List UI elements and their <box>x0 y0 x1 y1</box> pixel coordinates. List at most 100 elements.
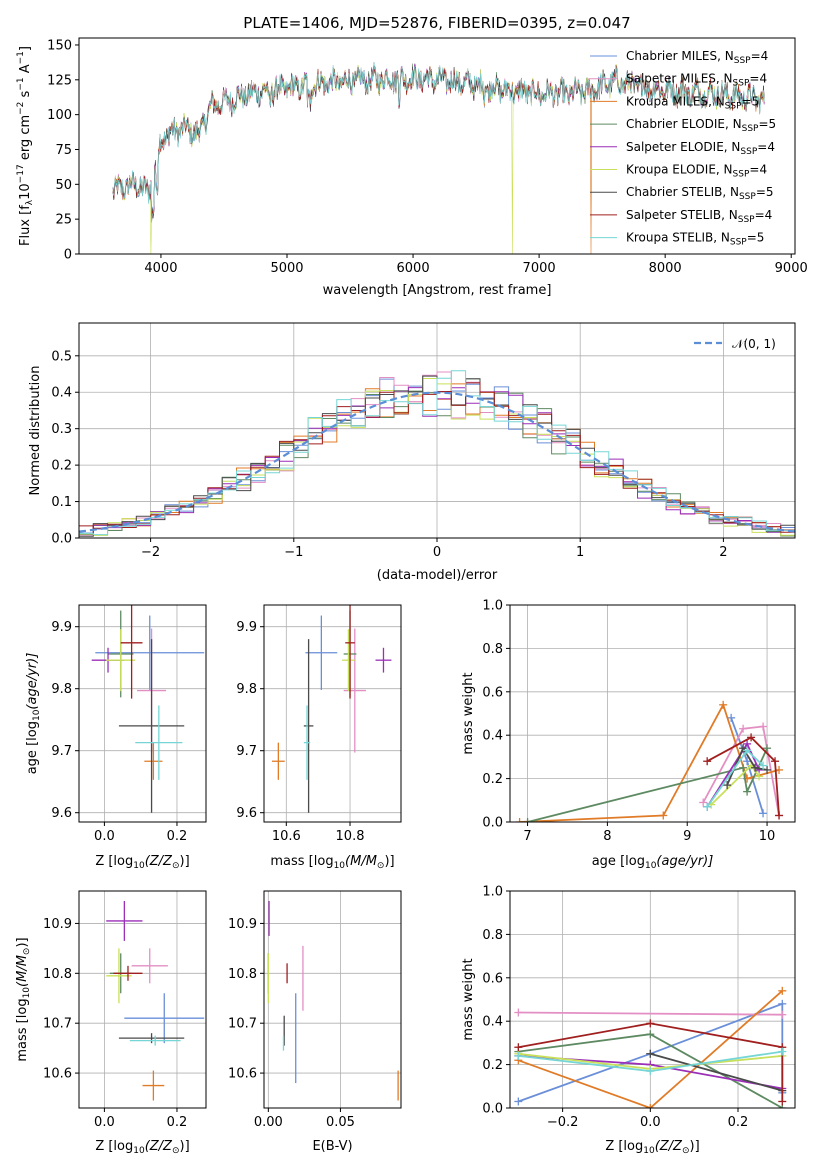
legend-entry-chabrier-elodie: Chabrier ELODIE, NSSP=5 <box>626 117 776 134</box>
spectrum-ytick-label: 150 <box>47 38 72 53</box>
spectrum-x-axis-label: wavelength [Angstrom, rest frame] <box>323 283 552 298</box>
mass-age-grid <box>264 605 401 822</box>
mass-age-frame <box>263 604 402 823</box>
residuals-xtick-label: −2 <box>141 545 160 560</box>
z-mass-grid <box>79 891 206 1108</box>
weights-z-series-salpeter-miles <box>514 1008 787 1019</box>
z-age-point-kroupa-stelib <box>135 705 183 780</box>
weights-z-panel: −0.2 0.0 0.2 0.0 0.2 0.4 0.6 0.8 1.0 Z [log10(Z/Z… <box>461 885 796 1156</box>
spectrum-xtick-label: 4000 <box>144 261 177 276</box>
spectrum-series-kroupa-miles <box>112 63 765 254</box>
weights-z-ytick-label: 0.8 <box>482 928 503 943</box>
weights-z-xtick-label: 0.2 <box>728 1115 749 1130</box>
weights-age-ytick-label: 0.4 <box>482 729 503 744</box>
mass-age-point-chabrier-stelib <box>303 639 314 813</box>
spectrum-xtick-label: 7000 <box>523 261 556 276</box>
residuals-ytick-label: 0.0 <box>51 532 72 547</box>
residuals-ytick-label: 0.3 <box>51 422 72 437</box>
legend-entry-chabrier-miles: Chabrier MILES, NSSP=4 <box>626 49 768 66</box>
weights-age-series-chabrier-elodie <box>523 744 772 822</box>
legend-entry-kroupa-stelib: Kroupa STELIB, NSSP=5 <box>626 231 764 248</box>
residuals-y-axis-label: Normed distribution <box>28 366 43 496</box>
weights-age-ytick-label: 1.0 <box>482 599 503 614</box>
ebv-mass-frame <box>263 890 402 1109</box>
weights-z-grid <box>510 891 795 1108</box>
weights-z-xtick-label: −0.2 <box>547 1115 579 1130</box>
mass-age-xtick-label: 10.6 <box>272 829 301 844</box>
z-age-point-chabrier-stelib <box>118 639 185 813</box>
mass-age-ytick-label: 9.9 <box>236 620 257 635</box>
ebv-mass-ytick-label: 10.8 <box>228 967 257 982</box>
spectrum-xtick-label: 5000 <box>270 261 303 276</box>
weights-age-ytick-label: 0.2 <box>482 772 503 787</box>
z-mass-ytick-label: 10.7 <box>43 1017 72 1032</box>
mass-age-xtick-label: 10.8 <box>336 829 365 844</box>
ebv-mass-x-axis-label: E(B-V) <box>312 1139 352 1154</box>
residuals-xtick-label: −1 <box>284 545 303 560</box>
legend-entry-salpeter-stelib: Salpeter STELIB, NSSP=4 <box>626 208 772 225</box>
weights-age-xtick-label: 9 <box>683 829 691 844</box>
weights-z-ytick-label: 0.4 <box>482 1015 503 1030</box>
z-age-point-chabrier-miles <box>95 615 205 690</box>
weights-age-series-kroupa-stelib <box>703 746 768 811</box>
weights-z-series-chabrier-stelib <box>646 1049 787 1095</box>
weights-z-ytick-label: 0.6 <box>482 971 503 986</box>
residuals-xtick-label: 0 <box>433 545 441 560</box>
z-mass-point-salpeter-elodie <box>106 900 143 941</box>
ebv-mass-ytick-label: 10.9 <box>228 917 257 932</box>
z-age-grid <box>79 605 206 822</box>
spectrum-frame <box>78 37 796 255</box>
spectrum-ytick-label: 125 <box>47 73 72 88</box>
spectrum-xtick-label: 6000 <box>397 261 430 276</box>
residuals-hist-kroupa-stelib <box>79 370 795 538</box>
weights-age-ytick-label: 0.6 <box>482 685 503 700</box>
ebv-mass-ytick-label: 10.7 <box>228 1017 257 1032</box>
z-mass-point-chabrier-miles <box>124 993 205 1044</box>
weights-z-x-axis-label: Z [log10(Z/Z⊙)] <box>605 1139 699 1156</box>
weights-z-ytick-label: 0.0 <box>482 1102 503 1117</box>
mass-age-point-chabrier-miles <box>305 615 338 690</box>
z-age-ytick-label: 9.8 <box>51 682 72 697</box>
ebv-mass-plot-area <box>264 891 401 1108</box>
z-age-xtick-label: 0.2 <box>167 829 188 844</box>
mass-age-point-kroupa-miles <box>271 742 285 780</box>
z-age-point-kroupa-elodie <box>106 629 136 692</box>
residuals-xtick-label: 1 <box>576 545 584 560</box>
legend-entry-kroupa-miles: Kroupa MILES, NSSP=5 <box>626 94 759 111</box>
residuals-ytick-label: 0.2 <box>51 459 72 474</box>
mass-age-x-axis-label: mass [log10(M/M⊙)] <box>270 854 394 871</box>
residuals-ytick-label: 0.4 <box>51 386 72 401</box>
weights-age-frame <box>509 604 796 823</box>
spectrum-xtick-label: 9000 <box>775 261 808 276</box>
z-mass-point-kroupa-miles <box>142 1070 165 1101</box>
residuals-ytick-label: 0.5 <box>51 349 72 364</box>
figure-title: PLATE=1406, MJD=52876, FIBERID=0395, z=0… <box>243 14 630 32</box>
spectrum-ytick-label: 100 <box>47 108 72 123</box>
normal-curve <box>79 391 795 533</box>
z-age-point-salpeter-stelib <box>120 605 143 699</box>
z-age-plot-area <box>79 605 206 822</box>
spectrum-series-kroupa-elodie <box>112 64 765 254</box>
weights-age-panel: 7 8 9 10 0.0 0.2 0.4 0.6 0.8 1.0 age [log10(age/yr… <box>461 599 796 871</box>
legend-entry-salpeter-miles: Salpeter MILES, NSSP=4 <box>626 72 767 89</box>
normal-legend-label: 𝒩(0, 1) <box>732 337 776 351</box>
mass-age-point-kroupa-elodie <box>342 629 355 692</box>
weights-z-frame <box>509 890 796 1109</box>
z-age-ytick-label: 9.7 <box>51 744 72 759</box>
z-mass-x-axis-label: Z [log10(Z/Z⊙)] <box>95 1139 189 1156</box>
weights-z-ytick-label: 0.2 <box>482 1058 503 1073</box>
mass-age-panel: 10.6 10.8 9.6 9.7 9.8 9.9 mass [log10(M/M⊙)] <box>236 604 402 871</box>
residuals-xtick-label: 2 <box>719 545 727 560</box>
spectrum-series-kroupa-stelib <box>112 62 765 221</box>
z-mass-point-chabrier-stelib <box>118 1033 185 1044</box>
spectrum-ytick-label: 75 <box>55 143 72 158</box>
weights-age-xtick-label: 7 <box>523 829 531 844</box>
weights-age-xtick-label: 8 <box>603 829 611 844</box>
z-age-xtick-label: 0.0 <box>94 829 115 844</box>
weights-age-ytick-label: 0.0 <box>482 816 503 831</box>
z-mass-ytick-label: 10.8 <box>43 967 72 982</box>
z-mass-xtick-label: 0.0 <box>94 1115 115 1130</box>
ebv-mass-xtick-label: 0.00 <box>254 1115 283 1130</box>
spectrum-panel: 4000 5000 6000 7000 8000 9000 0 25 50 75 100 125 150… <box>16 37 808 298</box>
